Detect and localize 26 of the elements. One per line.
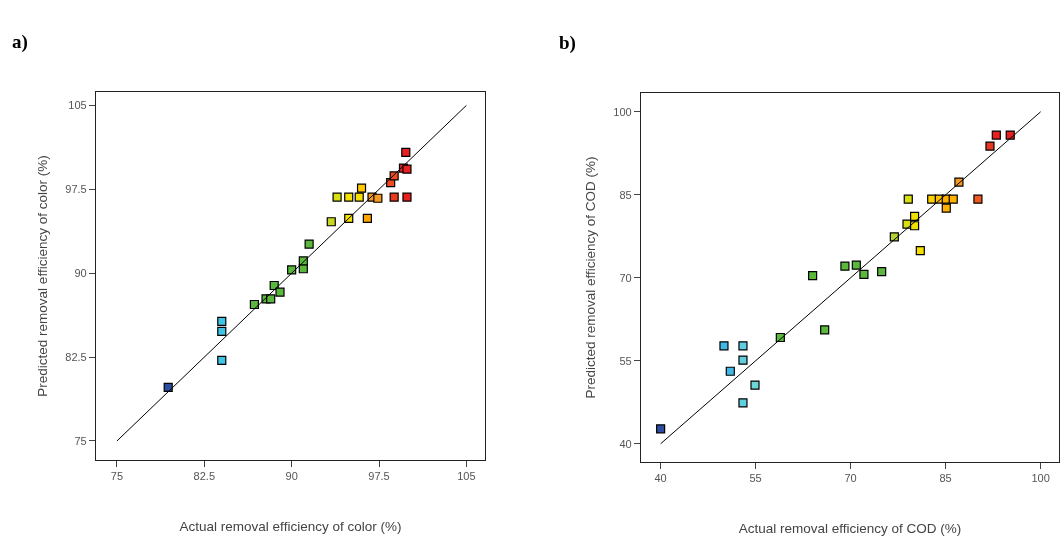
x-axis-title: Actual removal efficiency of COD (%) bbox=[738, 521, 962, 537]
x-tick-label: 55 bbox=[749, 472, 762, 485]
y-tick-label: 70 bbox=[619, 271, 632, 284]
x-tick-label: 97.5 bbox=[368, 470, 390, 483]
y-tick-label: 55 bbox=[619, 354, 632, 367]
x-tick-label: 70 bbox=[844, 472, 857, 485]
x-tick-label: 75 bbox=[110, 470, 124, 483]
y-axis-title: Predicted removal efficiency of COD (%) bbox=[583, 156, 599, 399]
y-tick-label: 85 bbox=[619, 188, 632, 201]
x-tick-label: 105 bbox=[457, 470, 476, 483]
y-tick-label: 105 bbox=[68, 99, 87, 112]
y-tick-label: 100 bbox=[613, 105, 632, 118]
x-tick-label: 82.5 bbox=[193, 470, 216, 483]
y-tick-label: 90 bbox=[74, 267, 87, 280]
y-tick-label: 75 bbox=[74, 434, 87, 447]
y-tick-label: 82.5 bbox=[65, 350, 87, 363]
y-axis-title: Predicted removal efficiency of color (%) bbox=[35, 155, 51, 397]
chart-title: b) bbox=[559, 32, 576, 54]
x-tick-label: 90 bbox=[285, 470, 298, 483]
x-tick-label: 40 bbox=[654, 472, 667, 485]
y-tick-label: 40 bbox=[619, 437, 632, 450]
y-tick-label: 97.5 bbox=[65, 183, 87, 196]
x-axis-title: Actual removal efficiency of color (%) bbox=[179, 519, 402, 535]
x-tick-label: 100 bbox=[1031, 472, 1050, 485]
chart-title: a) bbox=[12, 31, 28, 53]
x-tick-label: 85 bbox=[939, 472, 952, 485]
